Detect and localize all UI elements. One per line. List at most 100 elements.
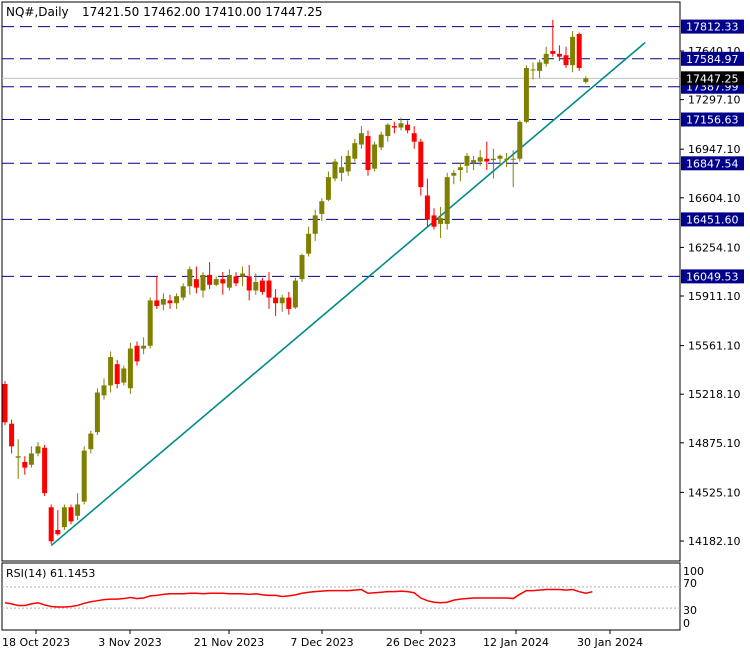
candle-body: [325, 177, 331, 200]
candle-body: [471, 160, 477, 163]
price-tick-label: 15218.10: [688, 388, 741, 401]
candle: [523, 65, 529, 124]
level-label: 16451.60: [686, 213, 739, 226]
candle: [292, 277, 298, 309]
candle: [332, 158, 338, 182]
candle-body: [75, 504, 81, 516]
time-axis: 18 Oct 2023 3 Nov 2023 21 Nov 2023 7 Dec 20…: [2, 630, 643, 649]
time-tick-label: 3 Nov 2023: [98, 636, 161, 649]
candle-body: [180, 286, 186, 298]
candle-body: [28, 453, 34, 465]
candle: [510, 150, 516, 188]
ohlc-label: 17421.50 17462.00 17410.00 17447.25: [82, 5, 322, 19]
candle-body: [576, 34, 582, 69]
candle-body: [134, 345, 140, 362]
candle-body: [160, 298, 166, 305]
candle-body: [121, 368, 127, 383]
candle-body: [352, 143, 358, 159]
current-price-label: 17447.25: [686, 72, 739, 85]
candle-body: [312, 215, 318, 234]
candle-body: [365, 136, 371, 171]
candle-body: [94, 392, 100, 433]
candle: [88, 430, 94, 454]
candle-body: [372, 144, 378, 169]
candle: [299, 253, 305, 282]
candle: [517, 120, 523, 162]
candle: [556, 45, 562, 61]
candle-body: [193, 279, 199, 288]
candle-body: [504, 158, 510, 160]
candle-body: [517, 121, 523, 159]
price-tick-label: 16254.10: [688, 241, 741, 254]
candle-body: [431, 215, 437, 227]
candle-body: [81, 450, 87, 502]
price-axis: 17640.1017297.1016947.1016604.1016254.10…: [680, 19, 744, 548]
candle-body: [48, 507, 54, 542]
rsi-layer: [2, 586, 680, 609]
candle: [530, 62, 536, 80]
candle: [405, 120, 411, 134]
level-label: 16049.53: [686, 270, 739, 283]
candle-body: [226, 274, 232, 288]
candle-body: [15, 456, 21, 458]
candle: [42, 444, 48, 496]
candle-body: [68, 507, 74, 522]
candle: [471, 155, 477, 171]
candle: [286, 291, 292, 315]
candle-body: [9, 423, 15, 447]
candle: [563, 46, 569, 69]
candle: [55, 510, 61, 536]
candle-body: [259, 280, 265, 292]
price-tick-label: 14875.10: [688, 437, 741, 450]
candle: [438, 206, 444, 239]
candle: [141, 337, 147, 355]
candle-body: [405, 124, 411, 131]
candle-body: [398, 123, 404, 128]
candle-body: [220, 279, 226, 284]
candle: [114, 359, 120, 389]
candle: [266, 272, 272, 309]
candle: [226, 269, 232, 291]
candle: [154, 276, 160, 309]
candle-body: [543, 53, 549, 64]
candle: [424, 178, 430, 227]
candle-body: [273, 297, 279, 304]
candle: [160, 293, 166, 311]
time-tick-label: 30 Jan 2024: [577, 636, 643, 649]
rsi-level-70: 70: [683, 577, 697, 590]
candle-body: [246, 276, 252, 291]
candle-body: [213, 279, 219, 285]
candle-body: [339, 167, 345, 173]
candle: [167, 294, 173, 309]
candle: [319, 198, 325, 222]
candle: [81, 446, 87, 505]
candle-body: [42, 447, 48, 494]
candle: [94, 388, 100, 436]
candle-body: [108, 357, 114, 386]
candle: [259, 277, 265, 295]
candle: [213, 276, 219, 287]
candle-body: [200, 274, 206, 291]
candle: [490, 148, 496, 179]
candle: [15, 439, 21, 479]
trendline: [50, 41, 646, 547]
candle-body: [583, 78, 589, 82]
candle: [339, 155, 345, 182]
level-label-box: [681, 112, 744, 127]
candle: [378, 131, 384, 151]
candle-body: [378, 134, 384, 148]
candle: [497, 154, 503, 166]
candle-body: [418, 141, 424, 188]
candle: [431, 208, 437, 230]
level-label: 17812.33: [686, 21, 739, 34]
rsi-level-100: 100: [683, 565, 704, 578]
candle-body: [55, 529, 61, 535]
time-tick-label: 12 Jan 2024: [483, 636, 549, 649]
candle-body: [233, 276, 239, 284]
candle-body: [438, 218, 444, 224]
candle: [35, 442, 41, 457]
candle-body: [358, 133, 364, 145]
candle: [127, 342, 133, 394]
rsi-line: [4, 588, 593, 608]
candles: [2, 19, 589, 545]
